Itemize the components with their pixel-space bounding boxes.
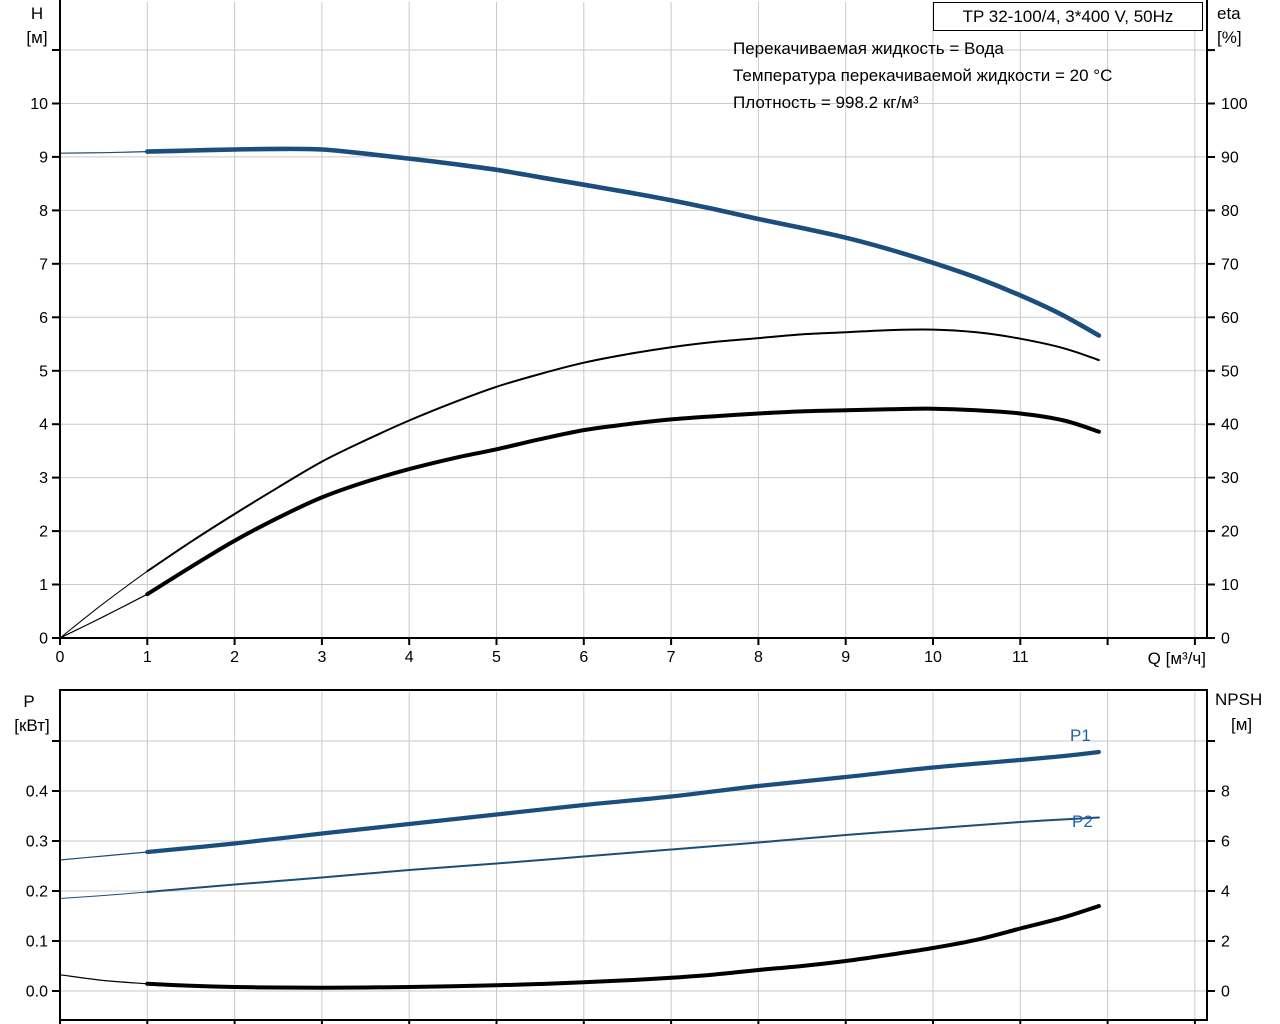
npsh-axis-unit: [м] xyxy=(1231,715,1253,734)
x-tick-label: 8 xyxy=(754,649,763,666)
y-left-tick-label: 5 xyxy=(39,363,48,380)
y-left-tick-label: 2 xyxy=(39,524,48,541)
y-left-tick-label: 9 xyxy=(39,149,48,166)
y-right-tick-label: 100 xyxy=(1221,96,1248,113)
y-left-tick-label: 0.2 xyxy=(26,884,48,901)
y-right-tick-label: 40 xyxy=(1221,417,1239,434)
x-tick-label: 1 xyxy=(143,649,152,666)
x-tick-label: 5 xyxy=(492,649,501,666)
y-left-tick-label: 10 xyxy=(30,96,48,113)
annotation-fluid: Перекачиваемая жидкость = Вода xyxy=(733,39,1004,58)
P1-curve-lead xyxy=(59,851,148,861)
y-right-tick-label: 70 xyxy=(1221,256,1239,273)
x-tick-label: 4 xyxy=(405,649,414,666)
q-axis-title: Q [м³/ч] xyxy=(1147,649,1206,668)
p1-curve-label: P1 xyxy=(1070,726,1091,745)
eta-pump-curve-lead xyxy=(59,570,148,639)
x-tick-label: 11 xyxy=(1012,649,1029,666)
x-tick-label: 9 xyxy=(841,649,850,666)
y-right-tick-label: 6 xyxy=(1221,834,1230,851)
y-left-tick-label: 3 xyxy=(39,470,48,487)
P2-curve xyxy=(146,816,1100,893)
H-curve xyxy=(145,146,1102,338)
x-tick-label: 7 xyxy=(667,649,676,666)
x-tick-label: 0 xyxy=(56,649,65,666)
y-left-tick-label: 7 xyxy=(39,256,48,273)
y-left-tick-label: 0.1 xyxy=(26,934,48,951)
y-left-tick-label: 0.0 xyxy=(26,984,48,1001)
eta-axis-title: eta xyxy=(1217,4,1241,23)
y-right-tick-label: 50 xyxy=(1221,363,1239,380)
x-tick-label: 10 xyxy=(924,649,942,666)
y-left-tick-label: 6 xyxy=(39,310,48,327)
p-axis-unit: [кВт] xyxy=(14,716,50,735)
annotation-temperature: Температура перекачиваемой жидкости = 20… xyxy=(733,66,1113,85)
y-left-tick-label: 0.4 xyxy=(26,784,48,801)
y-left-tick-label: 0 xyxy=(39,631,48,648)
npsh-axis-title: NPSH xyxy=(1215,690,1263,709)
p-axis-title: P xyxy=(23,692,35,711)
y-left-tick-label: 8 xyxy=(39,203,48,220)
h-axis-title: H xyxy=(30,4,44,23)
eta-axis-unit: [%] xyxy=(1217,28,1242,47)
y-right-tick-label: 0 xyxy=(1221,631,1230,648)
eta-pump-motor-curve-lead xyxy=(59,593,148,639)
y-right-tick-label: 8 xyxy=(1221,784,1230,801)
x-tick-label: 3 xyxy=(317,649,326,666)
NPSH-curve xyxy=(145,904,1101,990)
y-left-tick-label: 4 xyxy=(39,417,48,434)
y-right-tick-label: 4 xyxy=(1221,884,1230,901)
P1-curve xyxy=(145,749,1101,855)
P2-curve-lead xyxy=(59,891,148,899)
y-right-tick-label: 60 xyxy=(1221,310,1239,327)
y-right-tick-label: 30 xyxy=(1221,470,1239,487)
annotation-density: Плотность = 998.2 кг/м³ xyxy=(733,93,919,112)
y-right-tick-label: 80 xyxy=(1221,203,1239,220)
eta-pump-motor-curve xyxy=(145,406,1101,597)
y-right-tick-label: 0 xyxy=(1221,984,1230,1001)
p2-curve-label: P2 xyxy=(1072,812,1093,831)
H-curve-lead xyxy=(59,151,148,154)
x-tick-label: 6 xyxy=(579,649,588,666)
y-right-tick-label: 20 xyxy=(1221,524,1239,541)
y-left-tick-label: 0.3 xyxy=(26,834,48,851)
y-right-tick-label: 10 xyxy=(1221,577,1239,594)
plot-frame xyxy=(59,689,1208,1021)
h-axis-unit: [м] xyxy=(26,28,48,47)
y-right-tick-label: 2 xyxy=(1221,934,1230,951)
x-tick-label: 2 xyxy=(230,649,239,666)
pump-title-box: TP 32-100/4, 3*400 V, 50Hz xyxy=(933,2,1203,31)
eta-pump-curve xyxy=(146,328,1100,573)
NPSH-curve-lead xyxy=(59,974,148,985)
y-left-tick-label: 1 xyxy=(39,577,48,594)
y-right-tick-label: 90 xyxy=(1221,150,1239,167)
